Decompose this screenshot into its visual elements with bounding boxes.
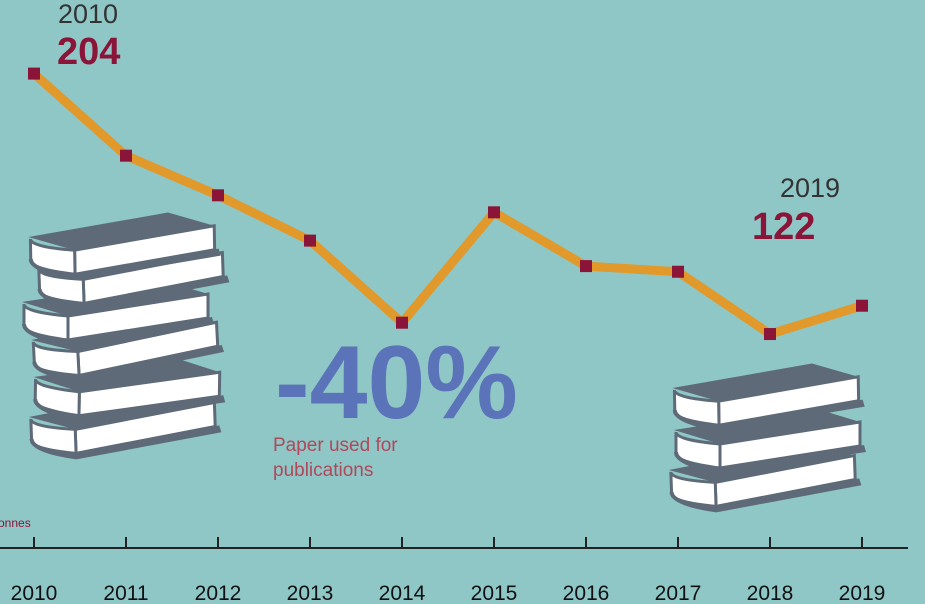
book-stack-right (666, 361, 868, 516)
end-year: 2019 (780, 173, 840, 203)
x-tick-label: 2017 (655, 582, 702, 604)
note-line: Paper used for (273, 435, 398, 456)
start-year: 2010 (58, 0, 118, 29)
data-line (31, 70, 864, 339)
data-point (212, 189, 224, 202)
x-tick-label: 2013 (287, 582, 334, 604)
data-point (488, 206, 500, 219)
x-tick-label: 2015 (471, 582, 518, 604)
x-tick-label: 2016 (563, 582, 610, 604)
data-point (120, 149, 132, 162)
data-point (764, 328, 776, 341)
data-point (672, 265, 684, 278)
data-point (580, 260, 592, 273)
x-tick-label: 2010 (11, 582, 58, 604)
start-value-label: 204 (57, 31, 120, 73)
end-value-label: 122 (752, 206, 815, 248)
data-point (304, 234, 316, 247)
unit-label: onnes (0, 516, 31, 530)
book-stack-left (20, 210, 232, 463)
data-point (856, 299, 868, 312)
x-tick-label: 2014 (379, 582, 426, 604)
x-tick-label: 2011 (103, 582, 148, 604)
data-point (28, 67, 40, 80)
x-tick-label: 2019 (839, 582, 886, 604)
x-tick-label: 2018 (747, 582, 794, 604)
data-point (396, 316, 408, 329)
headline: -40% (275, 325, 518, 441)
x-tick-label: 2012 (195, 582, 242, 604)
note-line: publications (273, 460, 373, 481)
